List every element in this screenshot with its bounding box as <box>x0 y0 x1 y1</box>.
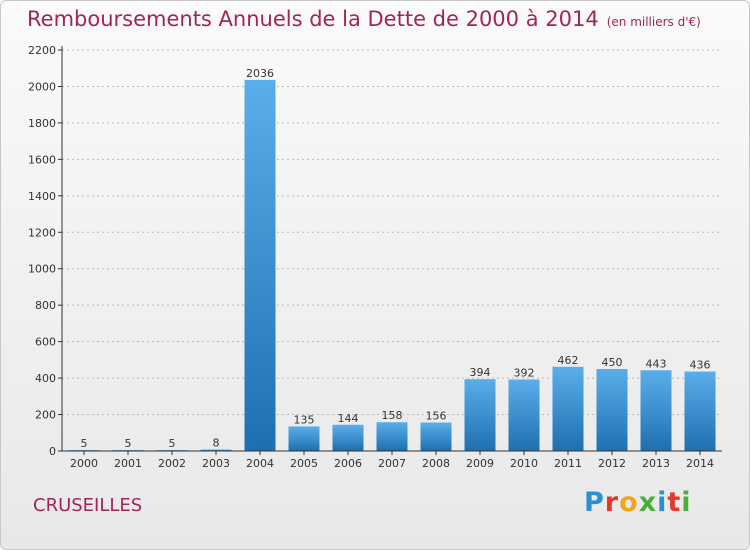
bar <box>684 371 716 451</box>
y-tick-label: 1600 <box>28 153 56 166</box>
bar <box>200 449 232 451</box>
logo-letter: x <box>638 487 658 518</box>
y-tick-label: 400 <box>35 372 56 385</box>
bar <box>420 422 452 451</box>
place-name: CRUSEILLES <box>33 495 143 516</box>
data-label: 5 <box>169 437 176 450</box>
x-tick-label: 2007 <box>378 457 406 470</box>
bar <box>288 426 320 451</box>
x-tick-label: 2008 <box>422 457 450 470</box>
data-label: 462 <box>558 354 579 367</box>
axes <box>58 46 722 455</box>
y-tick-label: 1400 <box>28 190 56 203</box>
chart-title-text: Remboursements Annuels de la Dette de 20… <box>27 7 599 31</box>
x-tick-label: 2010 <box>510 457 538 470</box>
x-tick-label: 2001 <box>114 457 142 470</box>
x-tick-label: 2013 <box>642 457 670 470</box>
x-tick-label: 2009 <box>466 457 494 470</box>
proxiti-logo: Proxiti <box>584 487 692 518</box>
data-label: 394 <box>470 366 491 379</box>
logo-letter: t <box>667 487 682 518</box>
data-label: 450 <box>602 356 623 369</box>
y-tick-label: 800 <box>35 299 56 312</box>
bar <box>244 79 276 451</box>
data-label: 144 <box>338 412 359 425</box>
x-tick-label: 2003 <box>202 457 230 470</box>
logo-letter: P <box>584 487 605 518</box>
y-tick-label: 1000 <box>28 263 56 276</box>
x-tick-label: 2011 <box>554 457 582 470</box>
bar <box>464 379 496 451</box>
data-label: 392 <box>514 367 535 380</box>
logo-letter: r <box>604 487 620 518</box>
y-tick-label: 2200 <box>28 44 56 57</box>
grid-lines <box>62 49 722 416</box>
x-tick-label: 2002 <box>158 457 186 470</box>
data-label: 436 <box>690 359 711 372</box>
bar <box>640 370 672 451</box>
chart-title: Remboursements Annuels de la Dette de 20… <box>27 7 701 31</box>
bar <box>596 368 628 451</box>
labels: 0 200 400 600 800 1000 1200 1400 1600 1800 2000 220… <box>28 44 714 470</box>
data-label: 156 <box>426 410 447 423</box>
bar <box>552 366 584 451</box>
x-tick-label: 2004 <box>246 457 274 470</box>
x-tick-label: 2014 <box>686 457 714 470</box>
x-tick-label: 2012 <box>598 457 626 470</box>
logo-letter: o <box>619 487 639 518</box>
y-tick-label: 2000 <box>28 80 56 93</box>
bar <box>508 379 540 451</box>
data-label: 2036 <box>246 67 274 80</box>
data-label: 158 <box>382 409 403 422</box>
bars <box>68 79 716 452</box>
y-tick-label: 600 <box>35 336 56 349</box>
data-label: 135 <box>294 413 315 426</box>
data-label: 5 <box>81 437 88 450</box>
x-tick-label: 2005 <box>290 457 318 470</box>
y-tick-label: 200 <box>35 409 56 422</box>
data-label: 8 <box>213 437 220 450</box>
logo-letter: i <box>681 487 692 518</box>
data-label: 443 <box>646 357 667 370</box>
x-tick-label: 2000 <box>70 457 98 470</box>
y-tick-label: 1800 <box>28 117 56 130</box>
data-label: 5 <box>125 437 132 450</box>
y-tick-label: 0 <box>49 445 56 458</box>
bar <box>332 424 364 451</box>
y-tick-label: 1200 <box>28 226 56 239</box>
bar <box>376 422 408 451</box>
chart-unit: (en milliers d'€) <box>606 15 701 29</box>
logo-letter: i <box>657 487 668 518</box>
x-tick-label: 2006 <box>334 457 362 470</box>
